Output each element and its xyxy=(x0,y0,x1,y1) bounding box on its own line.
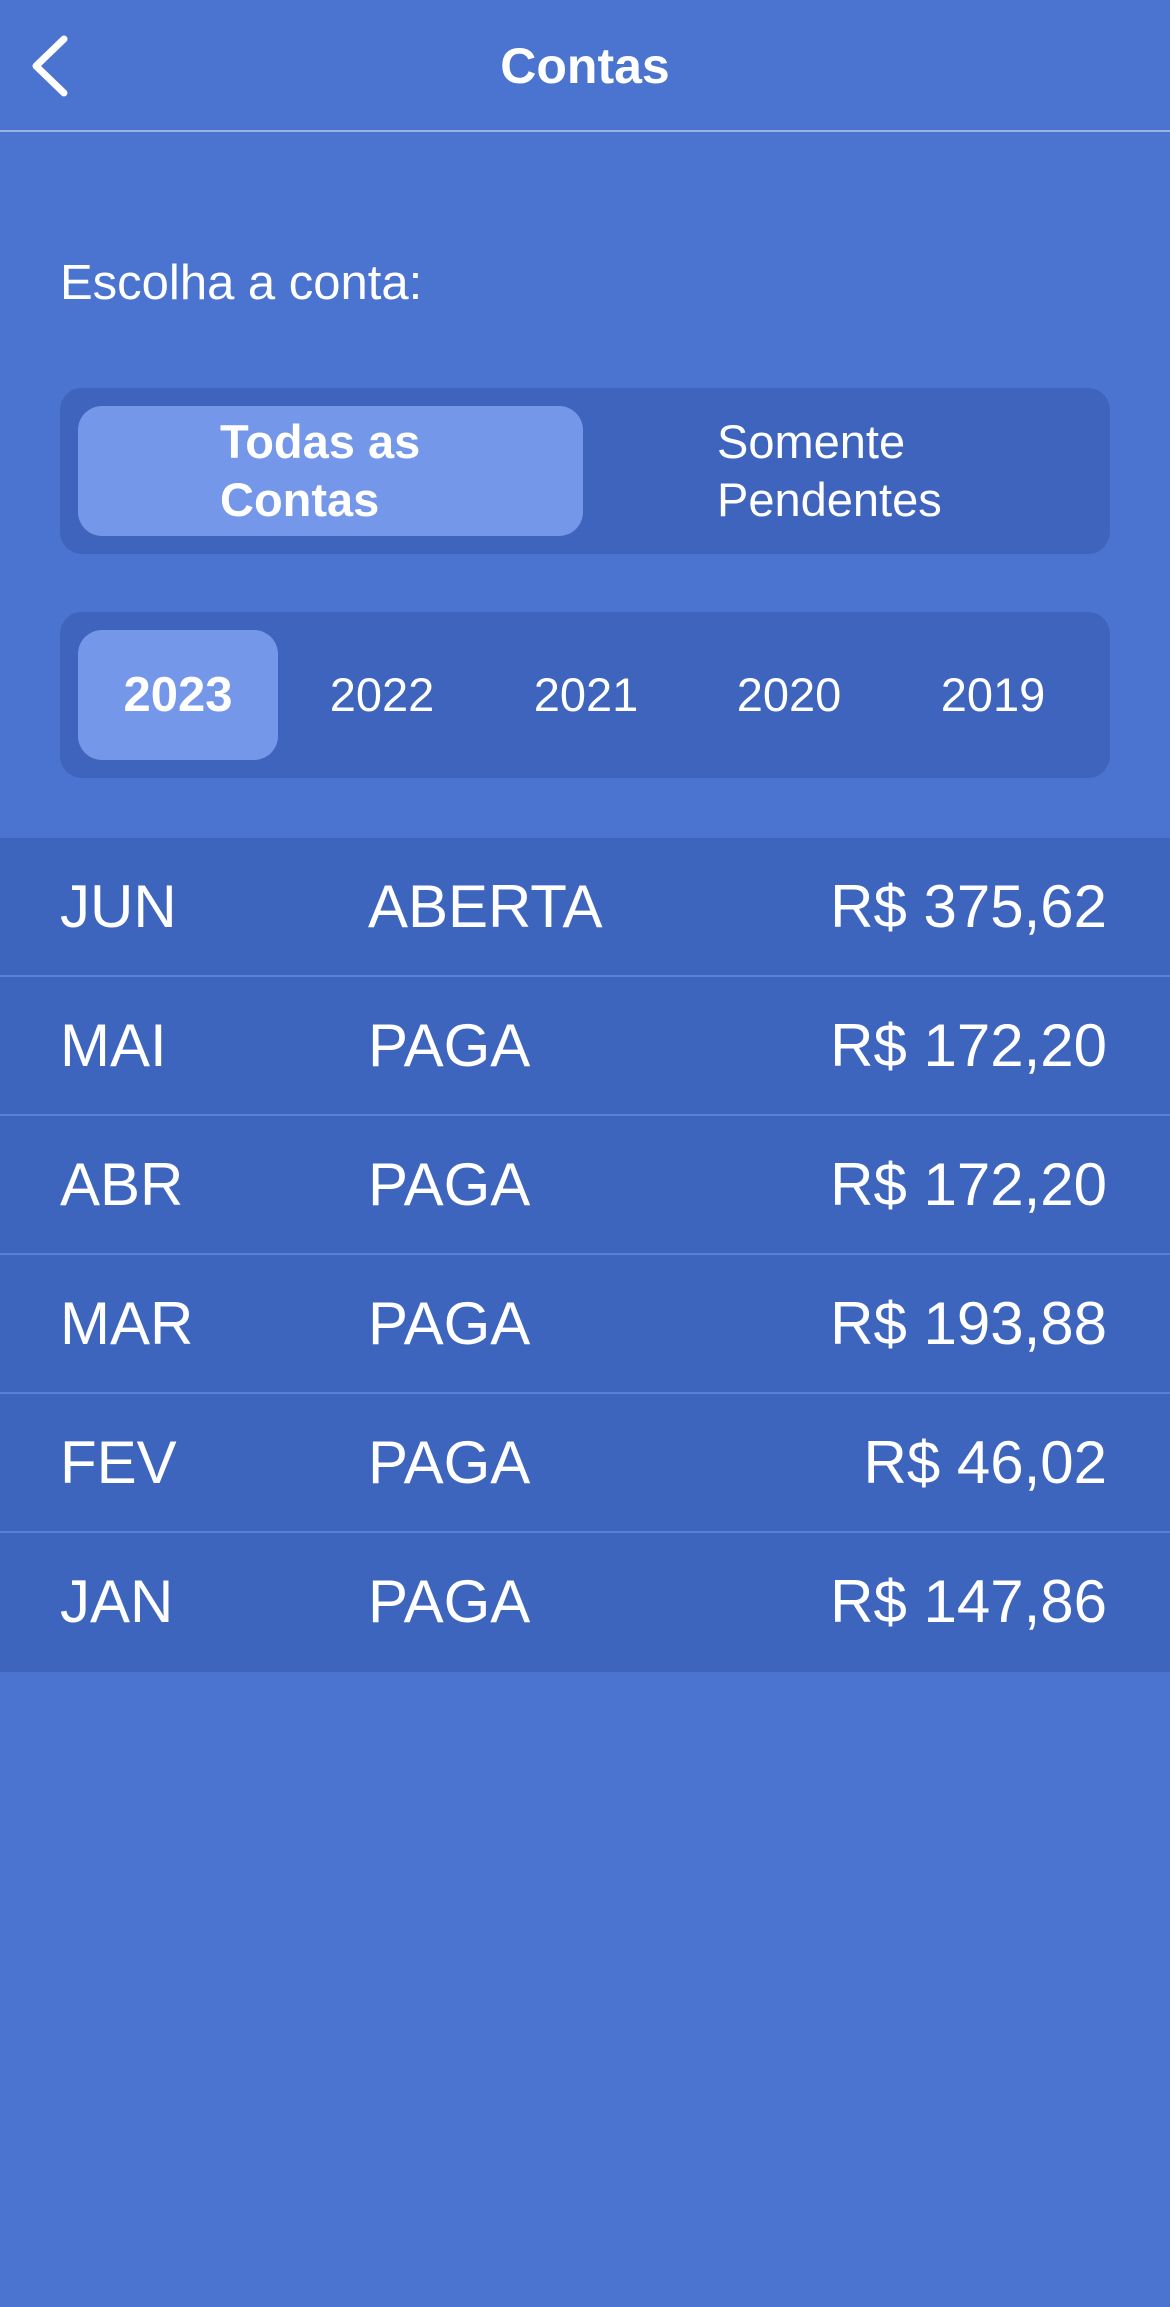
year-selector: 2023 2022 2021 2020 2019 xyxy=(60,612,1110,778)
year-tab-2023[interactable]: 2023 xyxy=(78,630,278,760)
bill-month: MAI xyxy=(60,1012,167,1079)
segment-pending-only-label: Somente Pendentes xyxy=(717,415,942,526)
year-tab-2022[interactable]: 2022 xyxy=(282,630,482,760)
year-tab-label: 2023 xyxy=(123,668,233,722)
bill-amount: R$ 172,20 xyxy=(830,1151,1107,1218)
segment-all-bills[interactable]: Todas as Contas xyxy=(78,406,583,536)
bill-status: PAGA xyxy=(368,1290,531,1357)
account-prompt: Escolha a conta: xyxy=(60,256,423,310)
bills-list: JUN ABERTA R$ 375,62 MAI PAGA R$ 172,20 … xyxy=(0,838,1170,1672)
bill-row-mai[interactable]: MAI PAGA R$ 172,20 xyxy=(0,977,1170,1116)
year-tab-2020[interactable]: 2020 xyxy=(689,630,889,760)
back-button[interactable] xyxy=(14,28,86,104)
bill-month: JUN xyxy=(60,873,177,940)
bill-month: JAN xyxy=(60,1568,174,1635)
segment-all-bills-label: Todas as Contas xyxy=(220,415,421,526)
bill-amount: R$ 147,86 xyxy=(830,1568,1107,1635)
bill-month: ABR xyxy=(60,1151,184,1218)
account-filter-control: Todas as Contas Somente Pendentes xyxy=(60,388,1110,554)
bill-row-mar[interactable]: MAR PAGA R$ 193,88 xyxy=(0,1255,1170,1394)
bill-amount: R$ 193,88 xyxy=(830,1290,1107,1357)
bill-status: PAGA xyxy=(368,1151,531,1218)
bill-status: PAGA xyxy=(368,1012,531,1079)
year-tab-label: 2020 xyxy=(736,668,842,721)
chevron-left-icon xyxy=(32,35,68,97)
bill-row-jan[interactable]: JAN PAGA R$ 147,86 xyxy=(0,1533,1170,1672)
year-tab-2021[interactable]: 2021 xyxy=(486,630,686,760)
bill-status: PAGA xyxy=(368,1568,531,1635)
year-tab-label: 2021 xyxy=(533,668,639,721)
bill-row-fev[interactable]: FEV PAGA R$ 46,02 xyxy=(0,1394,1170,1533)
year-tab-label: 2019 xyxy=(940,668,1046,721)
year-tab-label: 2022 xyxy=(329,668,435,721)
nav-bar: Contas xyxy=(0,0,1170,132)
bill-amount: R$ 172,20 xyxy=(830,1012,1107,1079)
bill-amount: R$ 46,02 xyxy=(863,1429,1107,1496)
page-title: Contas xyxy=(500,38,670,94)
bill-month: FEV xyxy=(60,1429,177,1496)
bill-row-abr[interactable]: ABR PAGA R$ 172,20 xyxy=(0,1116,1170,1255)
bill-month: MAR xyxy=(60,1290,194,1357)
year-tab-2019[interactable]: 2019 xyxy=(893,630,1093,760)
segment-pending-only[interactable]: Somente Pendentes xyxy=(587,406,1092,536)
bill-status: ABERTA xyxy=(368,873,603,940)
bill-amount: R$ 375,62 xyxy=(830,873,1107,940)
bill-row-jun[interactable]: JUN ABERTA R$ 375,62 xyxy=(0,838,1170,977)
bill-status: PAGA xyxy=(368,1429,531,1496)
